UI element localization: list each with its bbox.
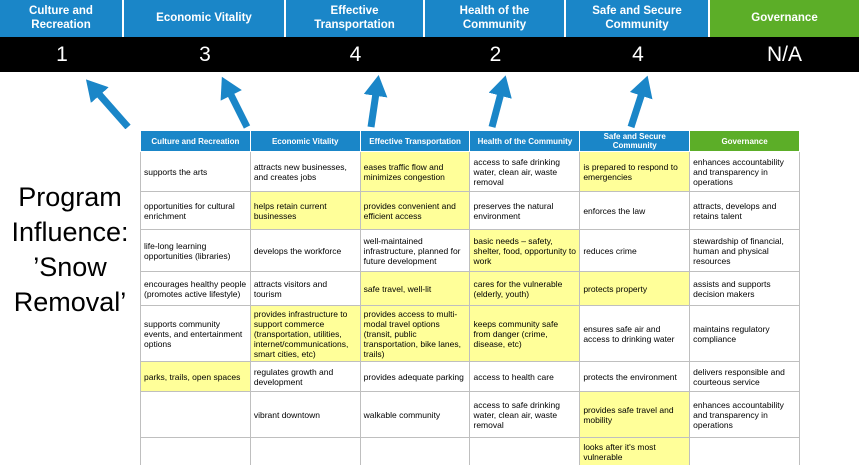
matrix-cell: protects property: [579, 271, 691, 307]
matrix-cell: access to health care: [469, 361, 581, 393]
matrix-header-culture-recreation: Culture and Recreation: [140, 129, 251, 153]
matrix-header-economic-vitality: Economic Vitality: [249, 129, 361, 153]
score-bar: 1 3 4 2 4 N/A: [0, 37, 859, 72]
matrix-cell: develops the workforce: [249, 229, 361, 273]
matrix-header-safe-secure-community: Safe and Secure Community: [579, 129, 691, 153]
score-safe-secure-community: 4: [632, 42, 644, 66]
category-header-row: Culture and Recreation Economic Vitality…: [0, 0, 859, 37]
matrix-cell: provides infrastructure to support comme…: [249, 305, 361, 363]
arrow-icon-5: [627, 75, 653, 129]
matrix-cell: enhances accountability and transparency…: [689, 151, 800, 193]
matrix-cell: access to safe drinking water, clean air…: [469, 151, 581, 193]
matrix-row: life-long learning opportunities (librar…: [140, 229, 800, 273]
matrix-row: opportunities for cultural enrichment hel…: [140, 191, 800, 231]
score-culture-recreation: 1: [56, 42, 68, 66]
matrix-cell-empty: [359, 437, 471, 465]
matrix-cell: regulates growth and development: [249, 361, 361, 393]
matrix-cell: provides safe travel and mobility: [579, 391, 691, 439]
arrow-icon-4: [488, 75, 512, 128]
matrix-cell-empty: [140, 437, 251, 465]
matrix-cell: stewardship of financial, human and phys…: [689, 229, 800, 273]
score-arrows: [85, 74, 653, 129]
matrix-cell: eases traffic flow and minimizes congest…: [359, 151, 471, 193]
matrix-cell: attracts visitors and tourism: [249, 271, 361, 307]
score-economic-vitality: 3: [199, 42, 211, 66]
matrix-cell: provides adequate parking: [359, 361, 471, 393]
matrix-cell: well-maintained infrastructure, planned …: [359, 229, 471, 273]
matrix-cell: cares for the vulnerable (elderly, youth…: [469, 271, 581, 307]
matrix-cell: helps retain current businesses: [249, 191, 361, 231]
matrix-cell: parks, trails, open spaces: [140, 361, 251, 393]
matrix-cell: is prepared to respond to emergencies: [579, 151, 691, 193]
influence-matrix-body: supports the arts attracts new businesses…: [140, 151, 800, 465]
matrix-row: supports community events, and entertain…: [140, 305, 800, 363]
matrix-row: supports the arts attracts new businesses…: [140, 151, 800, 193]
matrix-cell: opportunities for cultural enrichment: [140, 191, 251, 231]
matrix-cell: reduces crime: [579, 229, 691, 273]
matrix-cell: provides convenient and efficient access: [359, 191, 471, 231]
score-governance: N/A: [766, 42, 802, 66]
score-effective-transportation: 4: [349, 42, 362, 66]
matrix-cell: looks after it's most vulnerable: [579, 437, 691, 465]
matrix-cell: keeps community safe from danger (crime,…: [469, 305, 581, 363]
matrix-cell: preserves the natural environment: [469, 191, 581, 231]
arrow-icon-3: [363, 74, 388, 128]
arrow-icon-1: [85, 79, 131, 129]
matrix-cell-empty: [469, 437, 581, 465]
category-culture-recreation: Culture and Recreation: [0, 0, 122, 37]
matrix-cell-empty: [140, 391, 251, 439]
matrix-cell: safe travel, well-lit: [359, 271, 471, 307]
score-health-community: 2: [489, 42, 502, 66]
matrix-cell-empty: [689, 437, 800, 465]
category-effective-transportation: Effective Transportation: [286, 0, 423, 37]
matrix-row: looks after it's most vulnerable: [140, 437, 800, 465]
program-influence-label: Program Influence: ’Snow Removal’: [11, 182, 129, 318]
matrix-header-effective-transportation: Effective Transportation: [359, 129, 471, 153]
matrix-cell: supports the arts: [140, 151, 251, 193]
matrix-cell: attracts new businesses, and creates job…: [249, 151, 361, 193]
category-health-community: Health of the Community: [425, 0, 564, 37]
matrix-cell: basic needs – safety, shelter, food, opp…: [469, 229, 581, 273]
matrix-cell: vibrant downtown: [249, 391, 361, 439]
matrix-row: encourages healthy people (promotes acti…: [140, 271, 800, 307]
matrix-row: parks, trails, open spaces regulates grow…: [140, 361, 800, 393]
matrix-header-health-community: Health of the Community: [469, 129, 581, 153]
matrix-cell: encourages healthy people (promotes acti…: [140, 271, 251, 307]
matrix-cell: assists and supports decision makers: [689, 271, 800, 307]
matrix-cell: ensures safe air and access to drinking …: [579, 305, 691, 363]
matrix-cell: attracts, develops and retains talent: [689, 191, 800, 231]
matrix-cell: maintains regulatory compliance: [689, 305, 800, 363]
category-economic-vitality: Economic Vitality: [124, 0, 284, 37]
matrix-cell: enhances accountability and transparency…: [689, 391, 800, 439]
category-safe-secure-community: Safe and Secure Community: [566, 0, 708, 37]
matrix-header-row: Culture and Recreation Economic Vitality…: [140, 129, 800, 153]
matrix-cell: life-long learning opportunities (librar…: [140, 229, 251, 273]
arrow-icon-2: [220, 76, 251, 129]
matrix-cell: delivers responsible and courteous servi…: [689, 361, 800, 393]
matrix-cell: walkable community: [359, 391, 471, 439]
matrix-cell: protects the environment: [579, 361, 691, 393]
matrix-cell-empty: [249, 437, 361, 465]
influence-matrix-head: Culture and Recreation Economic Vitality…: [140, 129, 800, 153]
matrix-cell: enforces the law: [579, 191, 691, 231]
influence-matrix: Culture and Recreation Economic Vitality…: [140, 129, 800, 465]
category-governance: Governance: [710, 0, 859, 37]
matrix-cell: supports community events, and entertain…: [140, 305, 251, 363]
matrix-cell: access to safe drinking water, clean air…: [469, 391, 581, 439]
matrix-cell: provides access to multi-modal travel op…: [359, 305, 471, 363]
matrix-row: vibrant downtown walkable community access…: [140, 391, 800, 439]
matrix-header-governance: Governance: [689, 129, 800, 153]
